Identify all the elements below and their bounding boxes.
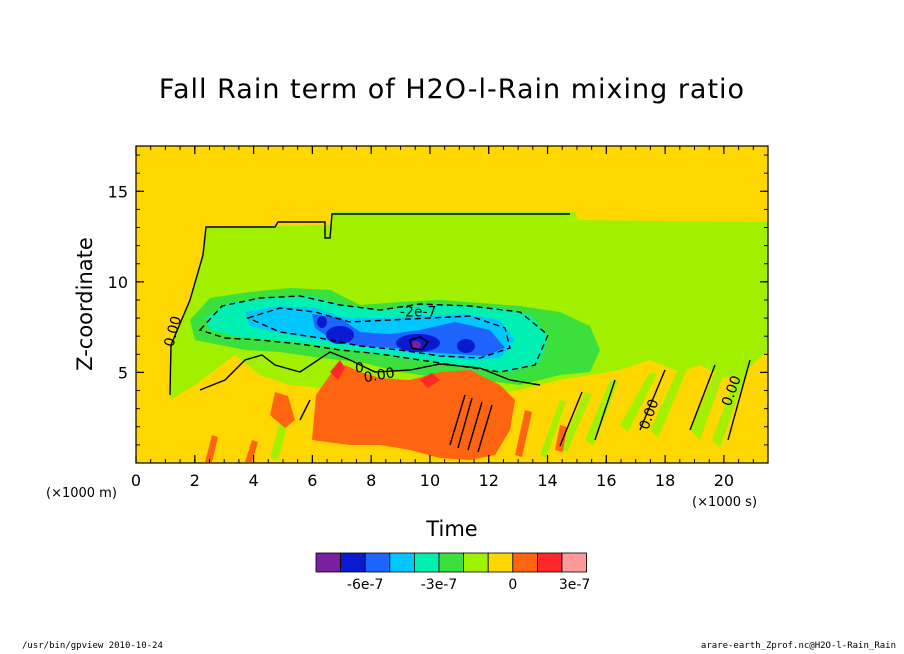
x-tick-label: 12 [479, 471, 499, 490]
footer-left: /usr/bin/gpview 2010-10-24 [22, 641, 163, 651]
x-tick-label: 18 [655, 471, 675, 490]
colorbar-swatch [512, 552, 538, 573]
x-tick-label: 4 [248, 471, 258, 490]
x-tick-label: 6 [307, 471, 317, 490]
colorbar-swatch [413, 552, 440, 573]
colorbar-tick-label: 3e-7 [559, 577, 590, 593]
x-unit-label: (×1000 s) [692, 495, 757, 510]
y-axis: 5 10 15 [108, 154, 768, 464]
colorbar-swatch [389, 552, 415, 573]
colorbar-tick-label: -6e-7 [347, 577, 384, 593]
colorbar: -6e-7 -3e-7 0 3e-7 [315, 552, 590, 593]
field-darkblue-1 [326, 326, 354, 344]
x-tick-label: 10 [420, 471, 440, 490]
colorbar-swatch [487, 552, 514, 573]
colorbar-swatch [315, 552, 342, 573]
x-axis: 0 2 4 6 8 10 12 14 16 18 20 [131, 146, 769, 490]
colorbar-tick-label: 0 [508, 577, 517, 593]
x-tick-label: 14 [537, 471, 557, 490]
x-tick-label: 20 [714, 471, 734, 490]
colorbar-swatch [364, 552, 391, 573]
contour-line-dashed-1 [198, 295, 549, 373]
y-tick-label: 5 [118, 363, 128, 382]
contour-lines [169, 213, 751, 453]
contour-line-core [409, 336, 430, 351]
contour-line-outer [169, 213, 570, 396]
colorbar-swatch [537, 552, 563, 573]
x-tick-label: 2 [190, 471, 200, 490]
field-darkblue-3 [457, 339, 475, 353]
colorbar-swatch [438, 552, 465, 573]
colorbar-swatch [561, 552, 588, 573]
y-axis-label: Z-coordinate [73, 237, 97, 371]
x-axis-label: Time [425, 517, 477, 541]
contour-label: -2e-7 [400, 304, 437, 320]
colorbar-swatch [463, 552, 489, 573]
y-tick-label: 15 [108, 182, 128, 201]
field-darkblue-4 [317, 316, 327, 328]
plot-frame [135, 145, 769, 464]
contour-label: 0.00 [363, 365, 396, 386]
chart-title: Fall Rain term of H2O-l-Rain mixing rati… [158, 74, 746, 105]
contour-line-streaks [299, 359, 751, 453]
field-red [330, 360, 440, 388]
x-tick-label: 8 [366, 471, 376, 490]
y-tick-label: 10 [108, 273, 128, 292]
field-orange [312, 365, 515, 460]
contour-line-dashed-2 [246, 307, 511, 359]
field-orange-streaks [205, 410, 567, 462]
colorbar-swatch [340, 552, 366, 573]
field-purple-core [411, 341, 421, 349]
contour-label: 0 [355, 360, 364, 376]
footer-right: arare-earth_Zprof.nc@H2O-l-Rain_Rain [700, 641, 896, 651]
colorbar-tick-label: -3e-7 [421, 577, 458, 593]
x-tick-label: 16 [596, 471, 616, 490]
field-orange-small [270, 392, 295, 428]
x-tick-label: 0 [131, 471, 141, 490]
contour-label: 0.00 [162, 314, 186, 348]
y-unit-label: (×1000 m) [46, 486, 117, 501]
